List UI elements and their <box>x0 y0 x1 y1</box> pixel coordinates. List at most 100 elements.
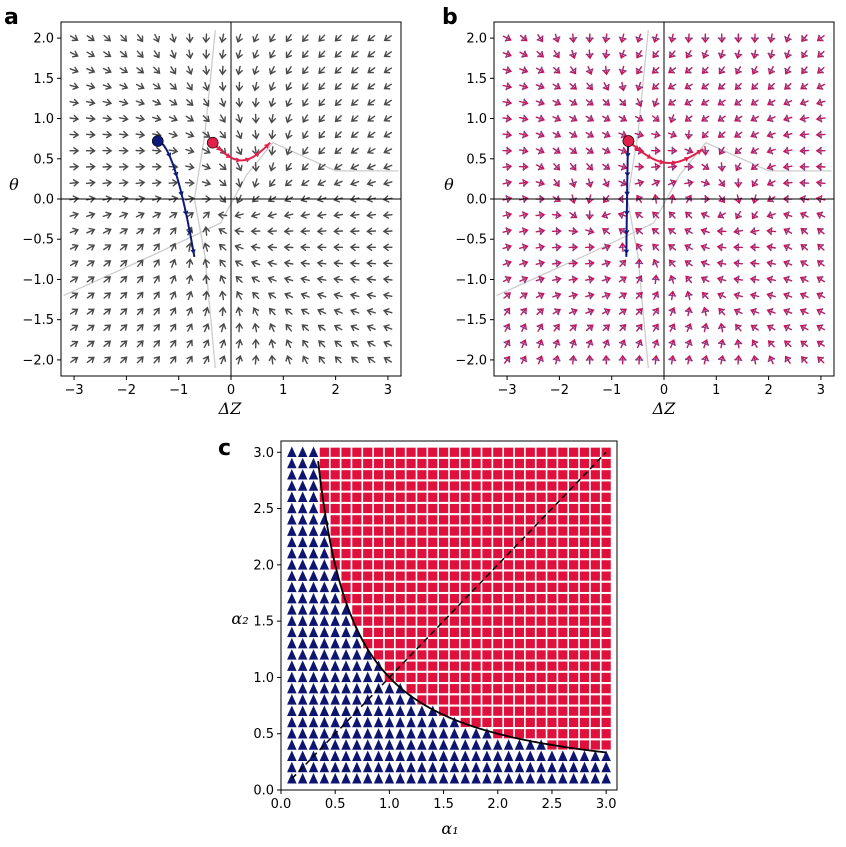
panel-a-arrow <box>185 147 195 155</box>
panel-c-unstable-marker <box>547 458 557 469</box>
panel-c-unstable-marker <box>471 571 481 581</box>
panel-b-arrow-cross <box>635 276 643 283</box>
panel-b-arrow-cross <box>637 130 641 139</box>
panel-c-stable-marker <box>330 694 340 705</box>
panel-b-arrow-cross <box>651 293 660 298</box>
panel-c-stable-marker <box>330 626 340 638</box>
panel-c-unstable-marker <box>471 503 481 514</box>
panel-c-stable-marker <box>427 705 438 716</box>
panel-a-arrow <box>85 163 96 171</box>
panel-a-arrow <box>119 211 129 219</box>
panel-a-arrow <box>219 65 227 76</box>
panel-a-arrow <box>382 243 393 251</box>
panel-b-arrow-cross <box>618 84 627 88</box>
panel-a-arrow <box>219 179 227 187</box>
panel-b-arrow-cross <box>553 163 560 170</box>
panel-c-unstable-marker <box>569 729 579 739</box>
panel-c-unstable-marker <box>384 560 394 570</box>
panel-b-arrow-cross <box>618 68 627 72</box>
panel-b-arrow-cross <box>621 211 625 220</box>
panel-b-arrow-cross <box>602 180 611 186</box>
panel-c-unstable-marker <box>601 470 611 480</box>
panel-b-arrow-cross <box>602 341 611 346</box>
panel-b-arrow-cross <box>553 324 561 331</box>
panel-c-unstable-marker <box>569 447 579 457</box>
panel-c-unstable-marker <box>384 515 394 525</box>
panel-c-stable-marker <box>373 705 384 716</box>
panel-c-unstable-marker <box>601 515 611 525</box>
panel-b-arrow-cross <box>786 211 790 220</box>
panel-a-arrow <box>235 306 243 317</box>
panel-c-unstable-marker <box>558 548 568 559</box>
panel-a-arrow <box>103 34 112 42</box>
panel-c-stable-marker <box>417 750 427 761</box>
panel-c-unstable-marker <box>482 650 492 660</box>
panel-b-arrow-cross <box>718 180 726 186</box>
panel-c-unstable-marker <box>504 661 514 671</box>
panel-c-unstable-marker <box>590 470 600 480</box>
panel-b-arrow-cross <box>783 36 792 41</box>
panel-c-unstable-marker <box>579 582 590 592</box>
panel-b-arrow-cross <box>619 99 627 106</box>
panel-b-arrow-cross <box>818 34 824 42</box>
panel-b-arrow-cross <box>552 51 561 57</box>
panel-c-unstable-marker <box>363 616 373 626</box>
panel-c-unstable-marker <box>558 729 568 739</box>
panel-b-arrow-cross <box>671 162 674 171</box>
panel-b-arrow-cross <box>786 130 790 139</box>
panel-c-unstable-marker <box>601 537 611 547</box>
panel-a-arrow <box>318 340 326 348</box>
panel-c-stable-marker <box>319 559 330 570</box>
panel-c-unstable-marker <box>514 706 525 716</box>
panel-a-arrow <box>268 162 276 172</box>
panel-b-arrow-cross <box>635 324 643 331</box>
panel-b-xtick-label: −2 <box>550 383 569 398</box>
panel-c-unstable-marker <box>579 639 590 649</box>
panel-c-unstable-marker <box>493 503 503 514</box>
panel-c-stable-marker <box>362 761 373 773</box>
panel-c-stable-marker <box>503 739 514 750</box>
panel-b-arrow-cross <box>503 308 511 315</box>
panel-a-arrow <box>250 211 261 219</box>
panel-a-arrow <box>153 291 160 300</box>
panel-c-unstable-marker <box>493 639 503 649</box>
panel-a-arrow <box>350 324 360 332</box>
panel-c-unstable-marker <box>601 481 611 491</box>
panel-c-unstable-marker <box>384 537 394 547</box>
panel-c-stable-marker <box>297 514 308 525</box>
panel-c-unstable-marker <box>590 503 600 514</box>
panel-c-unstable-marker <box>547 571 557 581</box>
panel-a-arrow <box>185 179 195 187</box>
panel-a-arrow <box>119 50 128 58</box>
panel-b-arrow-cross <box>770 227 773 236</box>
panel-c-stable-marker <box>384 716 395 728</box>
panel-c-unstable-marker <box>525 503 535 514</box>
panel-c-unstable-marker <box>482 515 492 525</box>
panel-a-arrow <box>186 290 194 300</box>
panel-c-unstable-marker <box>536 481 546 491</box>
panel-b-arrow-cross <box>572 227 575 236</box>
panel-c-unstable-marker <box>590 684 600 694</box>
panel-c-unstable-marker <box>514 526 525 536</box>
panel-a-arrow <box>268 81 276 92</box>
panel-c-unstable-marker <box>590 481 600 491</box>
panel-b-arrow-cross <box>785 291 790 300</box>
panel-b-arrow-cross <box>505 243 509 252</box>
panel-c-stable-marker <box>308 626 319 638</box>
panel-c-stable-marker <box>417 739 427 750</box>
panel-a-arrow <box>333 259 344 268</box>
panel-b-trajectory-red-arrow <box>634 145 640 151</box>
panel-c-ytick-label: 2.0 <box>253 558 274 573</box>
panel-c-unstable-marker <box>536 503 546 514</box>
panel-b-arrow-cross <box>803 114 806 123</box>
panel-a-arrow <box>202 339 210 348</box>
panel-c-stable-marker <box>297 592 308 604</box>
panel-b-arrow-cross <box>569 341 578 346</box>
panel-a-arrow <box>135 147 146 155</box>
panel-c-unstable-marker <box>601 672 611 683</box>
panel-c-stable-marker <box>287 469 297 480</box>
panel-c-unstable-marker <box>579 616 590 626</box>
panel-c-unstable-marker <box>601 458 611 469</box>
panel-c-stable-marker <box>590 750 601 761</box>
panel-c-unstable-marker <box>417 605 427 615</box>
